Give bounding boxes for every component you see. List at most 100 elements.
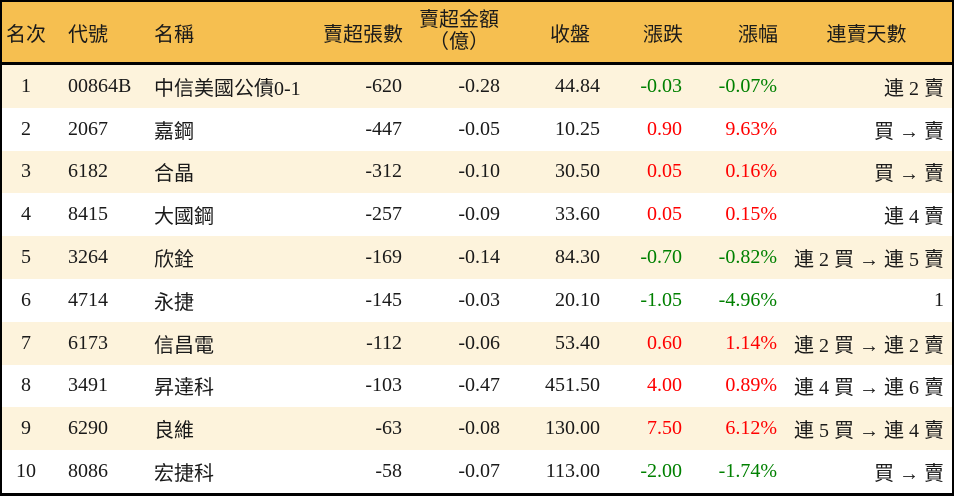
cell-streak: 1 [934,288,944,311]
cell-name: 欣銓 [154,249,194,272]
cell-close: 10.25 [555,117,600,140]
cell-name: 大國鋼 [154,206,214,229]
cell-sell-volume: -112 [366,331,402,354]
cell-change: 0.60 [647,331,682,354]
table-row: 6 4714 永捷 -145 -0.03 20.10 -1.05 -4.96% … [2,278,952,322]
cell-sell-amount: -0.14 [458,246,500,269]
cell-sell-volume: -58 [375,460,402,483]
cell-rank: 1 [21,74,31,97]
cell-sell-amount: -0.06 [458,331,500,354]
cell-streak: 連 5 買 → 連 4 賣 [794,420,944,443]
column-header-close: 收盤 [504,2,604,65]
column-header-code: 代號 [50,2,137,65]
cell-name: 中信美國公債0-1 [154,77,301,100]
cell-change: -2.00 [640,460,682,483]
cell-close: 130.00 [545,417,600,440]
cell-code: 3491 [68,374,108,397]
cell-change-pct: 0.89% [725,374,777,397]
cell-name: 信昌電 [154,334,214,357]
cell-change-pct: -4.96% [718,288,777,311]
cell-change: 0.05 [647,160,682,183]
table-row: 4 8415 大國鋼 -257 -0.09 33.60 0.05 0.15% 連… [2,193,952,237]
cell-name: 良維 [154,420,194,443]
column-header-change-pct: 漲幅 [686,2,781,65]
cell-sell-amount: -0.09 [458,203,500,226]
cell-name: 昇達科 [154,377,214,400]
cell-code: 8415 [68,203,108,226]
cell-rank: 7 [21,331,31,354]
cell-sell-volume: -257 [365,203,402,226]
cell-close: 84.30 [555,246,600,269]
cell-rank: 8 [21,374,31,397]
cell-streak: 連 2 買 → 連 2 賣 [794,334,944,357]
cell-change-pct: 0.16% [725,160,777,183]
cell-sell-amount: -0.05 [458,117,500,140]
cell-name: 永捷 [154,291,194,314]
column-header-streak: 連賣天數 [781,2,952,65]
cell-rank: 5 [21,246,31,269]
cell-change: -1.05 [640,288,682,311]
table-row: 9 6290 良維 -63 -0.08 130.00 7.50 6.12% 連 … [2,407,952,451]
table-row: 10 8086 宏捷科 -58 -0.07 113.00 -2.00 -1.74… [2,450,952,493]
cell-rank: 9 [21,417,31,440]
table-row: 1 00864B 中信美國公債0-1 -620 -0.28 44.84 -0.0… [2,63,952,108]
cell-sell-volume: -312 [365,160,402,183]
cell-streak: 連 2 買 → 連 5 賣 [794,249,944,272]
cell-sell-volume: -169 [365,246,402,269]
cell-sell-amount: -0.03 [458,288,500,311]
cell-close: 44.84 [555,74,600,97]
cell-change: -0.70 [640,246,682,269]
cell-change: 4.00 [647,374,682,397]
table-row: 8 3491 昇達科 -103 -0.47 451.50 4.00 0.89% … [2,364,952,408]
column-header-sell-volume: 賣超張數 [312,2,406,65]
cell-change-pct: -0.82% [718,246,777,269]
cell-sell-volume: -447 [365,117,402,140]
cell-change: 0.90 [647,117,682,140]
cell-change: 0.05 [647,203,682,226]
cell-sell-volume: -145 [365,288,402,311]
cell-change-pct: 1.14% [725,331,777,354]
cell-close: 451.50 [545,374,600,397]
cell-sell-amount: -0.10 [458,160,500,183]
cell-code: 6182 [68,160,108,183]
cell-name: 嘉鋼 [154,120,194,143]
cell-close: 20.10 [555,288,600,311]
cell-sell-amount: -0.47 [458,374,500,397]
table-row: 3 6182 合晶 -312 -0.10 30.50 0.05 0.16% 買 … [2,150,952,194]
column-header-sell-amount: 賣超金額 （億） [406,2,504,65]
cell-change-pct: -0.07% [718,74,777,97]
cell-change: 7.50 [647,417,682,440]
column-header-change: 漲跌 [604,2,686,65]
cell-code: 4714 [68,288,108,311]
header-row: 名次 代號 名稱 賣超張數 賣超金額 （億） 收盤 漲跌 漲幅 連賣天數 [2,2,952,65]
cell-code: 3264 [68,246,108,269]
cell-code: 8086 [68,460,108,483]
column-header-rank: 名次 [2,2,50,65]
cell-streak: 買 → 賣 [874,463,944,486]
cell-rank: 6 [21,288,31,311]
cell-close: 33.60 [555,203,600,226]
cell-code: 6290 [68,417,108,440]
table-row: 2 2067 嘉鋼 -447 -0.05 10.25 0.90 9.63% 買 … [2,107,952,151]
cell-streak: 買 → 賣 [874,120,944,143]
table-row: 5 3264 欣銓 -169 -0.14 84.30 -0.70 -0.82% … [2,236,952,279]
cell-sell-volume: -63 [375,417,402,440]
cell-streak: 連 4 買 → 連 6 賣 [794,377,944,400]
cell-streak: 連 4 賣 [884,206,944,229]
cell-rank: 2 [21,117,31,140]
cell-change-pct: 0.15% [725,203,777,226]
cell-close: 53.40 [555,331,600,354]
cell-change-pct: -1.74% [718,460,777,483]
cell-close: 30.50 [555,160,600,183]
cell-sell-volume: -103 [365,374,402,397]
column-header-name: 名稱 [137,2,312,65]
sell-amount-header-lines: 賣超金額 （億） [419,10,501,53]
cell-sell-amount: -0.07 [458,460,500,483]
cell-change-pct: 9.63% [725,117,777,140]
table-row: 7 6173 信昌電 -112 -0.06 53.40 0.60 1.14% 連… [2,321,952,365]
cell-change-pct: 6.12% [725,417,777,440]
cell-sell-volume: -620 [365,74,402,97]
cell-close: 113.00 [545,460,600,483]
